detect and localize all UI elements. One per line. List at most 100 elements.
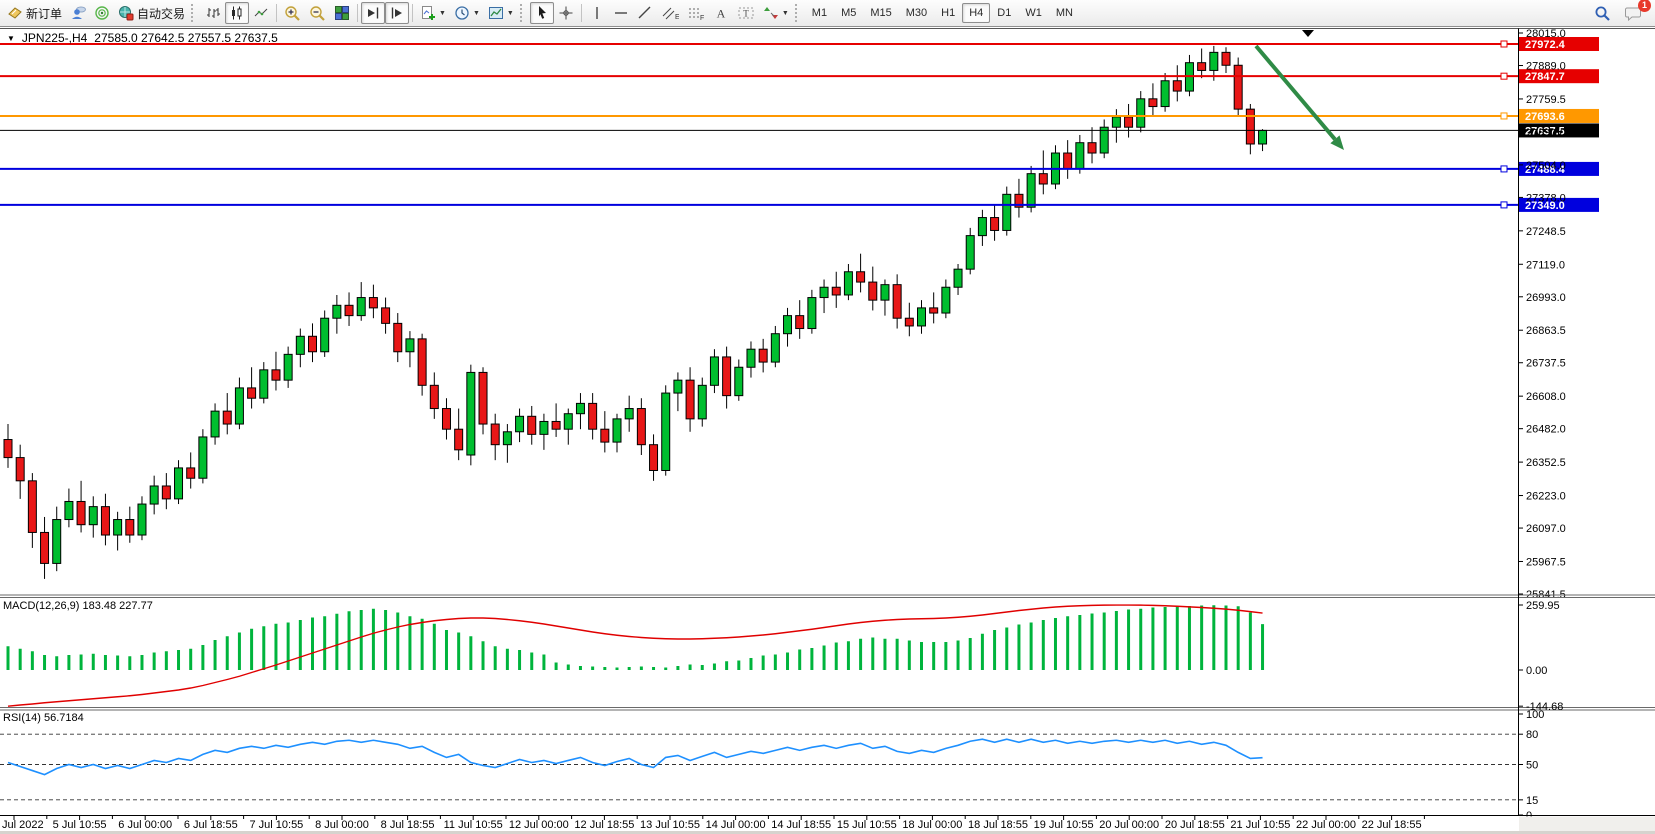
timeframe-d1-button[interactable]: D1 (997, 7, 1012, 19)
svg-text:F: F (700, 15, 704, 21)
time-axis-label: 18 Jul 00:00 (902, 819, 962, 831)
timeframe-m30-button[interactable]: M30 (905, 7, 928, 19)
candle-body (588, 402, 598, 430)
symbol-ohlc: 27585.0 27642.5 27557.5 27637.5 (94, 31, 278, 45)
hline-handle[interactable] (1500, 165, 1508, 173)
candle-body (88, 506, 98, 526)
candle-body (551, 420, 561, 430)
horizontal-line-button[interactable] (609, 2, 633, 24)
vertical-line-icon (596, 7, 598, 19)
candle-body (161, 485, 171, 500)
fibonacci-button[interactable]: F (683, 2, 709, 24)
tile-windows-button[interactable] (330, 2, 354, 24)
price-tick-label: 26482.0 (1526, 424, 1566, 436)
timeframe-m5-button[interactable]: M5 (841, 7, 857, 19)
hline-handle[interactable] (1500, 40, 1508, 48)
candle-body (1148, 98, 1158, 108)
templates-button[interactable]: ▼ (484, 2, 518, 24)
candle-body (575, 402, 585, 415)
candle-body (1038, 173, 1048, 185)
add-indicator-button[interactable]: ▼ (416, 2, 450, 24)
candle-body (636, 408, 646, 446)
channel-button[interactable]: E (657, 2, 683, 24)
signals-button[interactable] (90, 2, 114, 24)
notification-badge: 1 (1638, 0, 1651, 12)
hline-handle[interactable] (1500, 72, 1508, 80)
candle-body (527, 415, 537, 435)
time-axis-label: 20 Jul 18:55 (1165, 819, 1225, 831)
cursor-button[interactable] (529, 2, 554, 24)
chart-bars-button[interactable] (201, 2, 225, 24)
price-tick-label: 26737.5 (1526, 358, 1566, 370)
periods-button[interactable]: ▼ (450, 2, 484, 24)
timeframe-h4-button[interactable]: H4 (962, 3, 991, 23)
candle-body (795, 315, 805, 330)
timeframe-m1-button[interactable]: M1 (811, 7, 828, 19)
chart-line-button[interactable] (249, 2, 273, 24)
candle-body (965, 235, 975, 270)
candle-body (758, 348, 768, 363)
candle-body (941, 286, 951, 314)
timeframe-mn-button[interactable]: MN (1055, 7, 1073, 19)
text-label-button[interactable]: T (733, 2, 759, 24)
autotrade-button[interactable]: 自动交易 (114, 2, 189, 24)
community-button[interactable] (66, 2, 90, 24)
candle-body (746, 348, 756, 368)
timeframe-m15-button[interactable]: M15 (870, 7, 892, 19)
right-shift-marker[interactable] (1302, 30, 1314, 37)
auto-scroll-button[interactable] (385, 2, 410, 24)
candle-body (1002, 193, 1012, 231)
search-button[interactable] (1590, 2, 1615, 24)
timeframe-w1-button[interactable]: W1 (1025, 7, 1042, 19)
candle-body (52, 519, 62, 564)
candle-body (76, 500, 86, 526)
fibonacci-icon: F (688, 8, 704, 21)
candle-body (27, 480, 37, 533)
price-tick-label: 27630.0 (1526, 127, 1566, 139)
vertical-line-button[interactable] (585, 2, 609, 24)
svg-text:T: T (743, 9, 749, 19)
candle-body (502, 431, 512, 446)
notifications-button[interactable]: 1 (1621, 0, 1651, 24)
chart-candles-button[interactable] (225, 2, 250, 24)
autotrade-label: 自动交易 (137, 6, 186, 21)
candle-body (429, 384, 439, 410)
candle-body (539, 420, 549, 435)
chart-shift-button[interactable] (361, 2, 386, 24)
zoom-out-icon (310, 5, 325, 21)
timeframe-h1-button[interactable]: H1 (941, 7, 956, 19)
time-axis-label: 19 Jul 10:55 (1034, 819, 1094, 831)
hline-handle[interactable] (1500, 201, 1508, 209)
candle-body (283, 353, 293, 381)
candle-body (222, 410, 232, 425)
symbol-dropdown-icon[interactable]: ▼ (7, 33, 15, 43)
price-tag (1519, 161, 1599, 176)
zoom-out-button[interactable] (305, 2, 330, 24)
price-tick-label: 27119.0 (1526, 259, 1565, 271)
trend-arrow-annotation[interactable] (1254, 44, 1344, 150)
zoom-in-button[interactable] (280, 2, 305, 24)
time-axis-label: 22 Jul 00:00 (1296, 819, 1356, 831)
chevron-down-icon: ▼ (781, 9, 789, 17)
text-button[interactable]: A (709, 2, 733, 24)
crosshair-button[interactable] (554, 2, 578, 24)
time-axis-label: 18 Jul 18:55 (968, 819, 1028, 831)
candle-body (100, 506, 110, 536)
candlestick-series (3, 45, 1268, 579)
candle-body (332, 304, 342, 319)
macd-panel: 259.95 0.00 -144.68 (6, 600, 1563, 713)
toolbar-separator (580, 4, 582, 22)
candle-body (515, 415, 525, 433)
hline-handle[interactable] (1500, 112, 1508, 120)
candle-body (819, 286, 829, 299)
candle-body (649, 444, 659, 471)
new-order-button[interactable]: 新订单 (3, 2, 66, 24)
arrows-button[interactable]: ▼ (759, 2, 793, 24)
trendline-button[interactable] (633, 2, 657, 24)
candle-body (1099, 126, 1109, 154)
time-axis-label: 5 Jul 10:55 (53, 819, 107, 831)
chevron-down-icon: ▼ (439, 9, 446, 17)
candle-body (393, 322, 403, 353)
price-tag-label: 27972.4 (1525, 39, 1566, 51)
